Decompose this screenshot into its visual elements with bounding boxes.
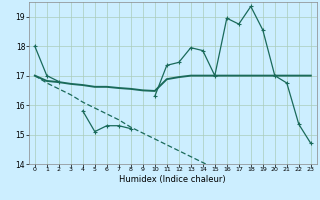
- X-axis label: Humidex (Indice chaleur): Humidex (Indice chaleur): [119, 175, 226, 184]
